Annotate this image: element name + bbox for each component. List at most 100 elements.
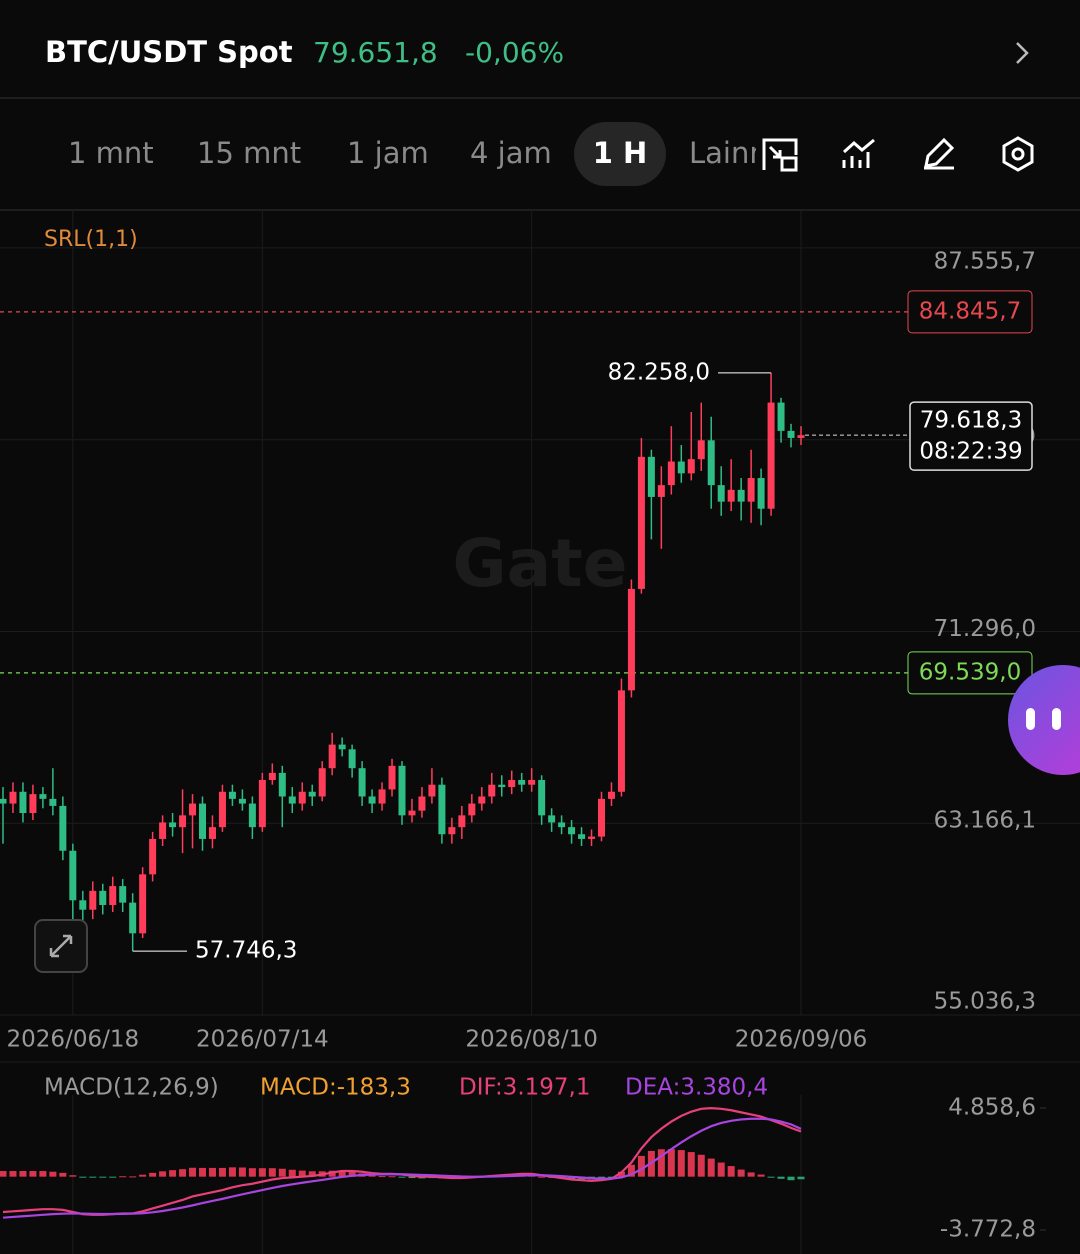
macd-bar xyxy=(119,1176,127,1178)
tab-active[interactable]: 1 H xyxy=(593,136,648,170)
macd-bar xyxy=(99,1176,107,1178)
macd-bar xyxy=(717,1162,725,1177)
macd-bar xyxy=(139,1174,147,1177)
indicator-icon[interactable] xyxy=(842,138,875,168)
candle-body xyxy=(388,765,396,790)
chevron[interactable] xyxy=(1016,42,1029,64)
candle-body xyxy=(428,784,436,797)
candle-body xyxy=(19,791,27,814)
candle-body xyxy=(598,798,605,837)
macd-bar xyxy=(697,1154,705,1177)
level-box xyxy=(907,290,1033,334)
x-tick-label: 2026/08/10 xyxy=(465,1027,598,1053)
macd-bar xyxy=(59,1172,67,1177)
price-change: -0,06% xyxy=(465,36,564,69)
assistant-button[interactable] xyxy=(1008,665,1080,775)
pair-name[interactable]: BTC/USDT Spot xyxy=(45,35,293,69)
macd-bar xyxy=(568,1176,576,1180)
macd-title: MACD(12,26,9) xyxy=(44,1075,219,1101)
y-tick-label: 87.555,7 xyxy=(934,248,1036,274)
macd-bar xyxy=(298,1170,306,1177)
candle-body xyxy=(408,810,416,816)
candle-body xyxy=(518,779,526,785)
tab[interactable]: 1 mnt xyxy=(68,136,154,170)
macd-bar xyxy=(39,1171,47,1177)
candle-body xyxy=(338,744,346,750)
settings-icon[interactable] xyxy=(1002,136,1034,172)
expand-icon xyxy=(49,934,73,958)
candle-body xyxy=(199,803,206,839)
macd-bar xyxy=(169,1170,177,1177)
candle-body xyxy=(727,489,735,502)
tab[interactable]: 15 mnt xyxy=(197,136,301,170)
candle-body xyxy=(528,779,536,785)
tab[interactable]: 1 jam xyxy=(347,136,429,170)
macd-bar xyxy=(29,1171,37,1177)
candle-body xyxy=(159,822,167,839)
macd-bar xyxy=(657,1149,665,1177)
layout-icon[interactable] xyxy=(762,138,798,172)
macd-bar xyxy=(338,1170,346,1177)
candle-body xyxy=(139,874,147,934)
macd-bar xyxy=(368,1175,376,1177)
macd-bar xyxy=(0,1171,7,1177)
macd-bar xyxy=(268,1168,276,1177)
x-tick-label: 2026/09/06 xyxy=(735,1027,868,1053)
candle-body xyxy=(458,815,466,828)
candle-body xyxy=(438,784,446,835)
candle-body xyxy=(787,430,795,438)
draw-icon[interactable] xyxy=(924,137,955,170)
candle-body xyxy=(418,796,426,811)
candle-body xyxy=(548,815,556,823)
candle-body xyxy=(667,461,675,486)
macd-line xyxy=(2,1117,802,1219)
candle-body xyxy=(777,402,785,431)
macd-bar xyxy=(797,1176,805,1180)
candle-body xyxy=(737,489,745,502)
macd-bar xyxy=(218,1167,226,1177)
current-price: 79.618,3 xyxy=(920,408,1022,434)
candle-body xyxy=(627,588,635,691)
candle-body xyxy=(179,815,187,828)
macd-bar xyxy=(288,1169,296,1177)
y-tick-label: 71.296,0 xyxy=(934,616,1036,642)
current-price-box xyxy=(909,401,1033,471)
candle-body xyxy=(797,435,805,438)
candle-body xyxy=(707,440,715,486)
macd-bar xyxy=(757,1174,765,1177)
candle-body xyxy=(79,900,87,910)
macd-bar xyxy=(627,1164,635,1177)
candle-body xyxy=(717,485,725,502)
macd-bar xyxy=(278,1168,286,1177)
candle-body xyxy=(538,779,546,816)
y-tick-label: 55.036,3 xyxy=(934,989,1036,1015)
candle-body xyxy=(109,886,117,905)
candle-body xyxy=(298,791,306,804)
candle-body xyxy=(468,803,476,816)
level-label: 84.845,7 xyxy=(919,298,1021,324)
legend-entry: DIF:3.197,1 xyxy=(459,1075,590,1101)
macd-bar xyxy=(388,1176,396,1178)
candle-body xyxy=(258,779,266,828)
active-tab-bg xyxy=(574,122,666,186)
macd-bar xyxy=(109,1176,117,1178)
candle-body xyxy=(49,798,57,806)
macd-bar xyxy=(248,1168,256,1177)
candle-body xyxy=(0,798,7,804)
macd-bar xyxy=(129,1176,137,1178)
macd-bar xyxy=(79,1176,87,1178)
macd-bar xyxy=(538,1176,546,1178)
macd-bar xyxy=(159,1171,167,1177)
candle-body xyxy=(478,796,486,804)
candle-body xyxy=(498,784,506,788)
macd-bar xyxy=(747,1172,755,1177)
macd-bar xyxy=(607,1176,615,1178)
candle-body xyxy=(89,890,97,910)
candle-body xyxy=(328,744,336,769)
tab[interactable]: 4 jam xyxy=(470,136,552,170)
assistant-eye xyxy=(1026,708,1035,730)
candle-body xyxy=(9,791,17,804)
candle-body xyxy=(558,822,566,828)
macd-bar xyxy=(189,1167,197,1177)
